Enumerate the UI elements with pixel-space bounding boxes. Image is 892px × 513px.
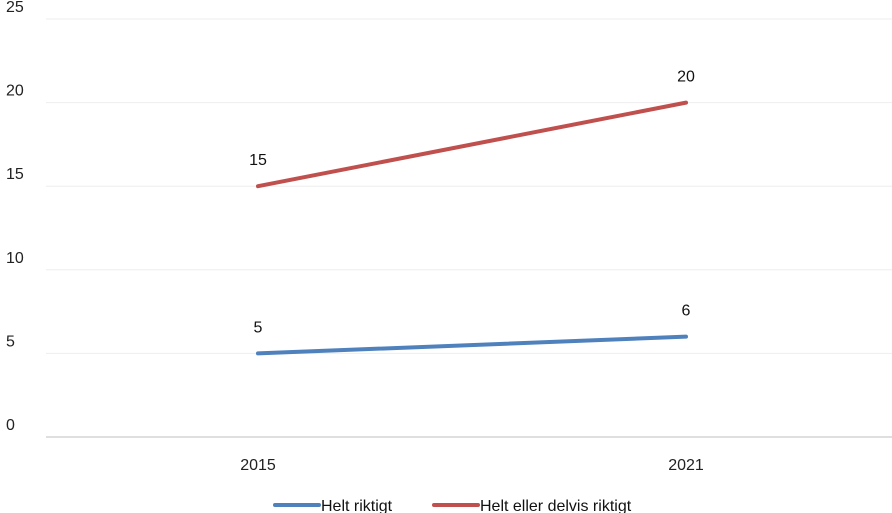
y-tick-label: 15 <box>6 166 24 183</box>
data-labels: 5 6 15 20 <box>249 69 695 337</box>
y-tick-label: 25 <box>6 0 24 16</box>
x-axis-ticks: 2015 2021 <box>240 457 704 474</box>
data-label: 6 <box>682 303 691 320</box>
y-tick-label: 0 <box>6 417 15 434</box>
x-tick-label: 2015 <box>240 457 276 474</box>
y-axis-ticks: 0 5 10 15 20 25 <box>6 0 24 434</box>
data-label: 5 <box>254 319 263 336</box>
legend-label: Helt eller delvis riktigt <box>480 498 632 513</box>
series-line-2 <box>256 100 688 189</box>
legend-label: Helt riktigt <box>321 498 393 513</box>
gridlines <box>46 18 892 438</box>
legend: Helt riktigt Helt eller delvis riktigt <box>273 498 632 513</box>
series-lines <box>256 100 688 356</box>
y-tick-label: 10 <box>6 250 24 267</box>
data-label: 15 <box>249 152 267 169</box>
x-tick-label: 2021 <box>668 457 704 474</box>
series-line-1 <box>256 334 688 356</box>
y-tick-label: 20 <box>6 83 24 100</box>
y-tick-label: 5 <box>6 333 15 350</box>
data-label: 20 <box>677 69 695 86</box>
